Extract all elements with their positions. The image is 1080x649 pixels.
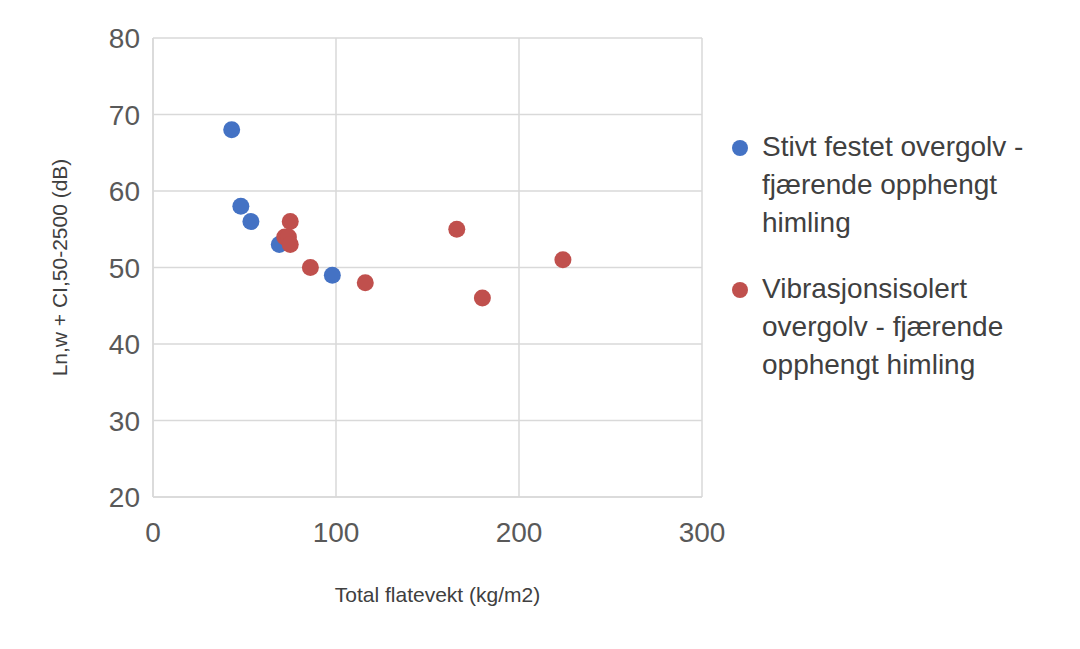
legend-marker xyxy=(732,282,748,298)
x-axis-line xyxy=(153,496,702,498)
data-point xyxy=(232,198,249,215)
tick-label: 300 xyxy=(679,517,726,548)
grid-line xyxy=(153,420,702,422)
legend-entry: Vibrasjonsisolert overgolv - fjærende op… xyxy=(730,270,1070,384)
data-point xyxy=(554,251,571,268)
tick-label: 80 xyxy=(109,23,140,54)
legend: Stivt festet overgolv - fjærende oppheng… xyxy=(730,128,1070,412)
grid-line xyxy=(153,190,702,192)
tick-label: 40 xyxy=(109,329,140,360)
grid-line xyxy=(153,343,702,345)
y-axis-title: Ln,w + CI,50-2500 (dB) xyxy=(48,159,71,377)
grid-line xyxy=(518,38,520,497)
tick-label: 70 xyxy=(109,100,140,131)
grid-line xyxy=(153,496,702,498)
grid-line xyxy=(153,37,702,39)
data-point xyxy=(282,236,299,253)
tick-label: 30 xyxy=(109,406,140,437)
tick-label: 100 xyxy=(313,517,360,548)
data-point xyxy=(282,213,299,230)
data-point xyxy=(357,274,374,291)
data-point xyxy=(448,221,465,238)
chart: 20 30 40 50 60 70 80 0 100 200 300 Total flatevekt … xyxy=(0,0,1080,649)
legend-marker xyxy=(732,140,748,156)
tick-label: 200 xyxy=(496,517,543,548)
tick-label: 20 xyxy=(109,482,140,513)
data-point xyxy=(242,213,259,230)
data-point xyxy=(324,267,341,284)
data-point xyxy=(223,121,240,138)
legend-entry: Stivt festet overgolv - fjærende oppheng… xyxy=(730,128,1070,242)
x-axis-title: Total flatevekt (kg/m2) xyxy=(335,583,540,606)
data-point xyxy=(474,290,491,307)
grid-line xyxy=(153,114,702,116)
legend-label: Vibrasjonsisolert overgolv - fjærende op… xyxy=(762,273,1003,380)
grid-line xyxy=(701,38,703,497)
grid-line xyxy=(152,38,154,497)
data-point xyxy=(302,259,319,276)
grid-line xyxy=(153,267,702,269)
y-axis-line xyxy=(152,38,154,497)
tick-label: 50 xyxy=(109,253,140,284)
plot-area xyxy=(223,121,571,306)
tick-label: 0 xyxy=(145,517,161,548)
legend-label: Stivt festet overgolv - fjærende oppheng… xyxy=(762,131,1023,238)
tick-label: 60 xyxy=(109,176,140,207)
